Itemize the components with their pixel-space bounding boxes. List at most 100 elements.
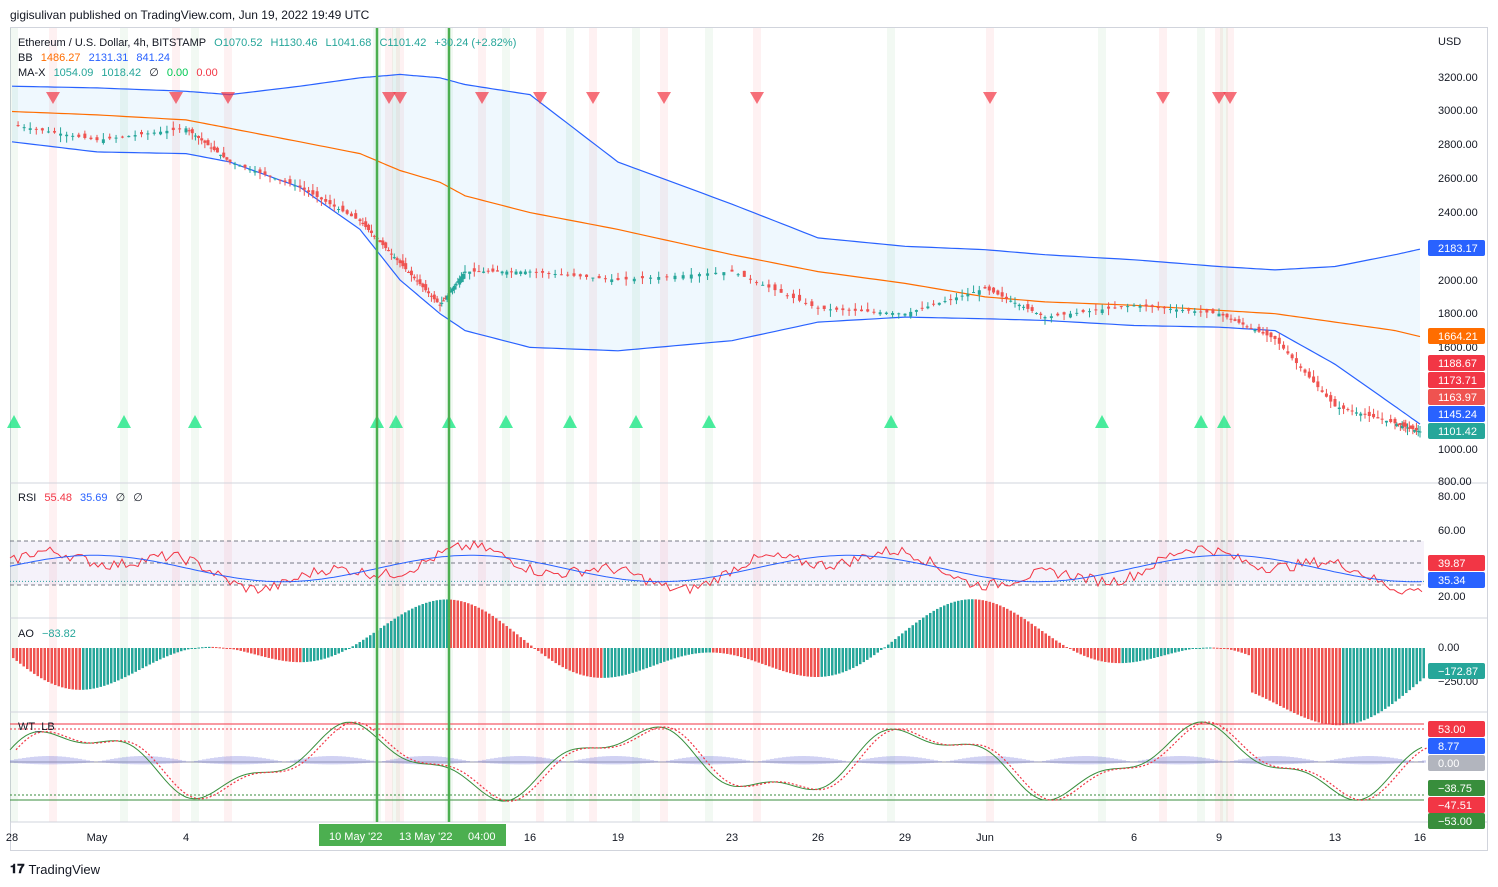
wt-histogram-bar <box>802 756 806 765</box>
wt-histogram-bar <box>1178 756 1182 765</box>
candle-body <box>1393 418 1397 424</box>
candle-body <box>1257 326 1261 332</box>
wt-histogram-bar <box>1262 756 1266 765</box>
ao-bar <box>236 648 239 651</box>
wt-histogram-bar <box>686 757 690 764</box>
candle-body <box>972 292 976 294</box>
ao-bar <box>57 648 60 687</box>
wt-histogram-bar <box>1150 758 1154 764</box>
sell-signal-icon <box>1156 92 1170 104</box>
candle-body <box>1404 423 1408 427</box>
candle-body <box>872 311 876 313</box>
wt-histogram-bar <box>670 759 674 763</box>
ao-bar <box>337 648 340 654</box>
red-signal-strip <box>478 28 486 822</box>
ao-bar <box>173 648 176 654</box>
candle-body <box>1376 417 1380 419</box>
candle-body <box>95 137 99 141</box>
candle-body <box>1414 427 1418 431</box>
wt-histogram-bar <box>938 761 942 763</box>
wt-histogram-bar <box>514 756 518 765</box>
wt-histogram-bar <box>1030 760 1034 763</box>
candle-body <box>591 277 595 279</box>
candle-body <box>1068 313 1072 318</box>
wt-histogram-bar <box>1338 758 1342 764</box>
ao-bar <box>481 609 484 648</box>
candle-body <box>215 147 219 153</box>
red-signal-strip <box>49 28 57 822</box>
wt-histogram-bar <box>410 756 414 765</box>
ao-bar <box>873 648 876 656</box>
wt-histogram-bar <box>934 760 938 763</box>
ao-bar <box>946 604 949 648</box>
ao-bar <box>1170 648 1173 654</box>
publisher-line: gigisulivan published on TradingView.com… <box>10 8 370 22</box>
candle-body <box>367 224 371 231</box>
wt-histogram-bar <box>502 756 506 765</box>
rsi-legend: RSI 55.48 35.69 ∅ ∅ <box>18 491 148 506</box>
ao-bar <box>1072 648 1075 651</box>
candle-body <box>120 136 124 138</box>
wt-histogram-bar <box>106 759 110 763</box>
price-tick-label: 2600.00 <box>1438 173 1478 185</box>
wt-histogram-bar <box>1018 758 1022 764</box>
ao-bar <box>992 602 995 648</box>
ao-bar <box>1300 648 1303 717</box>
wt-histogram-bar <box>1242 758 1246 764</box>
wt-histogram-bar <box>982 756 986 765</box>
price-tag <box>1428 423 1485 439</box>
price-tag-label: 1145.24 <box>1438 409 1477 421</box>
wt-histogram-bar <box>718 756 722 765</box>
ao-bar <box>908 627 911 648</box>
wt-histogram-bar <box>1094 756 1098 765</box>
candle-body <box>432 294 436 300</box>
ao-bar <box>250 648 253 654</box>
wt-histogram-bar <box>774 758 778 764</box>
ao-bar <box>36 648 39 677</box>
wt-histogram-bar <box>1298 758 1302 764</box>
wt-histogram-bar <box>154 756 158 765</box>
wt-histogram-bar <box>1266 756 1270 765</box>
wt-histogram-bar <box>1170 756 1174 765</box>
ao-bar <box>677 648 680 658</box>
date-tick-label: 28 <box>6 832 18 844</box>
ao-bar <box>1111 648 1114 663</box>
wt-histogram-bar <box>886 756 890 765</box>
ao-bar <box>1090 648 1093 659</box>
ao-bar <box>491 615 494 648</box>
candle-body <box>1384 420 1388 423</box>
wt-histogram-bar <box>1386 757 1390 764</box>
wt-histogram-bar <box>1406 760 1410 763</box>
ao-bar <box>526 642 529 648</box>
ao-bar <box>1331 648 1334 725</box>
candle-body <box>816 307 820 309</box>
ao-bar <box>1062 644 1065 648</box>
ao-bar <box>316 648 319 661</box>
wt-histogram-bar <box>142 756 146 765</box>
candle-body <box>311 190 315 195</box>
candle-body <box>1245 326 1249 328</box>
wt-histogram-bar <box>578 759 582 763</box>
ao-bar <box>306 648 309 662</box>
candle-body <box>1004 296 1008 299</box>
ao-bar <box>1391 648 1394 705</box>
tradingview-logo[interactable]: 𝟏𝟕 TradingView <box>10 861 100 877</box>
candle-body <box>996 290 1000 295</box>
ao-bar <box>1398 648 1401 699</box>
ao-bar <box>1247 648 1250 656</box>
ao-bar <box>1324 648 1327 725</box>
candle-body <box>1286 351 1290 354</box>
ao-bar <box>68 648 71 689</box>
wt-histogram-bar <box>1062 757 1066 764</box>
ao-bar <box>1359 648 1362 722</box>
candle-body <box>440 302 444 304</box>
wt-histogram-bar <box>278 761 282 763</box>
wt-histogram-bar <box>518 756 522 765</box>
candle-body <box>1416 430 1420 432</box>
wt-histogram-bar <box>1306 759 1310 764</box>
date-tick-label: 26 <box>812 832 824 844</box>
ao-bar <box>565 648 568 669</box>
wt-histogram-bar <box>114 758 118 764</box>
ao-bar <box>351 646 354 648</box>
